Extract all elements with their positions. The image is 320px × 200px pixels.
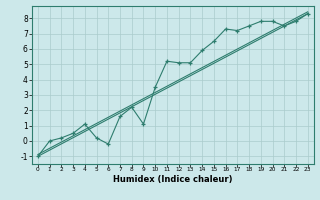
X-axis label: Humidex (Indice chaleur): Humidex (Indice chaleur) xyxy=(113,175,233,184)
